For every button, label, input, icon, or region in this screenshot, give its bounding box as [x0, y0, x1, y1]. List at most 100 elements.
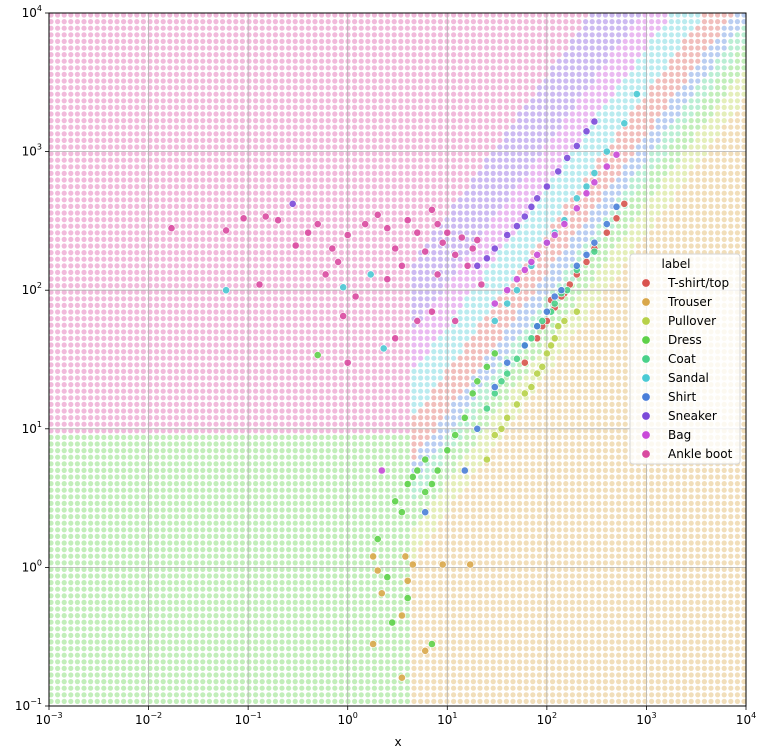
data-point — [490, 316, 499, 325]
data-point — [513, 400, 521, 409]
data-point — [373, 566, 382, 575]
data-point — [602, 162, 611, 171]
x-tick-label: 10−2 — [135, 711, 162, 727]
data-point — [550, 334, 559, 343]
data-point — [397, 508, 406, 517]
data-point — [554, 167, 563, 176]
data-point — [421, 455, 430, 464]
data-point — [612, 202, 621, 211]
data-point — [460, 466, 469, 475]
data-point — [520, 341, 529, 350]
data-point — [557, 286, 566, 295]
data-point — [369, 552, 377, 561]
data-point — [543, 182, 551, 191]
data-point — [391, 497, 400, 506]
data-point — [477, 280, 486, 289]
y-tick-label: 10−1 — [15, 697, 42, 713]
data-point — [433, 466, 442, 475]
legend-marker — [641, 278, 651, 288]
data-point — [527, 383, 536, 391]
legend-label: Shirt — [668, 390, 696, 404]
data-point — [313, 351, 322, 359]
data-point — [413, 228, 422, 237]
data-point — [403, 576, 412, 585]
data-point — [255, 280, 264, 289]
y-tick-label: 104 — [22, 4, 42, 20]
x-tick-label: 103 — [636, 711, 656, 727]
data-point — [527, 202, 536, 211]
y-tick-label: 101 — [22, 420, 42, 436]
legend-marker — [641, 316, 651, 326]
data-point — [582, 182, 591, 191]
data-point — [560, 220, 569, 228]
data-point — [366, 270, 375, 279]
data-point — [369, 640, 377, 648]
data-point — [503, 231, 512, 239]
data-point — [443, 228, 452, 237]
data-point — [490, 383, 499, 391]
data-point — [582, 189, 591, 198]
data-point — [482, 254, 491, 263]
data-point — [490, 431, 499, 439]
data-point — [339, 312, 348, 320]
data-point — [377, 589, 386, 598]
data-point — [572, 261, 581, 270]
data-point — [582, 127, 591, 136]
data-point — [533, 369, 542, 378]
data-point — [572, 307, 581, 316]
data-point — [377, 466, 386, 475]
data-point — [373, 210, 382, 219]
data-point — [590, 169, 599, 177]
data-point — [602, 228, 611, 237]
data-point — [620, 119, 629, 128]
data-point — [527, 257, 536, 266]
data-point — [321, 270, 330, 279]
data-point — [413, 316, 422, 325]
data-point — [433, 270, 442, 279]
data-point — [543, 349, 551, 358]
legend-item: T-shirt/top — [641, 276, 729, 290]
data-point — [563, 153, 572, 162]
data-point — [482, 362, 491, 371]
x-tick-label: 104 — [736, 711, 756, 727]
legend-marker — [641, 430, 651, 440]
data-point — [497, 377, 506, 386]
data-point — [468, 389, 477, 398]
data-point — [451, 316, 460, 325]
data-point — [443, 446, 452, 455]
data-point — [304, 228, 312, 237]
data-point — [503, 358, 512, 367]
data-point — [343, 358, 352, 367]
data-point — [503, 413, 512, 422]
legend-item: Dress — [641, 333, 702, 347]
data-point — [520, 358, 529, 367]
data-point — [328, 244, 337, 253]
legend-item: Sneaker — [641, 409, 717, 423]
data-point — [403, 216, 412, 225]
x-tick-label: 10−3 — [35, 711, 62, 727]
y-tick-label: 103 — [22, 143, 42, 159]
data-point — [550, 299, 559, 308]
data-point — [421, 247, 430, 256]
data-point — [602, 220, 611, 228]
data-point — [388, 618, 397, 627]
legend-marker — [641, 411, 651, 421]
legend-label: Dress — [668, 333, 702, 347]
data-point — [550, 292, 559, 301]
data-point — [274, 216, 282, 225]
data-point — [466, 560, 475, 569]
legend-marker — [641, 392, 651, 402]
legend-item: Trouser — [641, 295, 712, 309]
y-tick-label: 100 — [22, 558, 42, 574]
data-point — [463, 261, 472, 270]
legend-item: Pullover — [641, 314, 716, 328]
data-point — [460, 413, 469, 422]
data-point — [490, 299, 499, 308]
data-point — [427, 205, 436, 214]
data-point — [572, 204, 581, 213]
plot-frame — [48, 12, 747, 707]
x-axis-label: x — [394, 735, 401, 749]
data-point — [527, 334, 536, 343]
x-axis-ticks: 10−3 10−2 10−1 100 101 102 103 104 — [35, 706, 756, 727]
